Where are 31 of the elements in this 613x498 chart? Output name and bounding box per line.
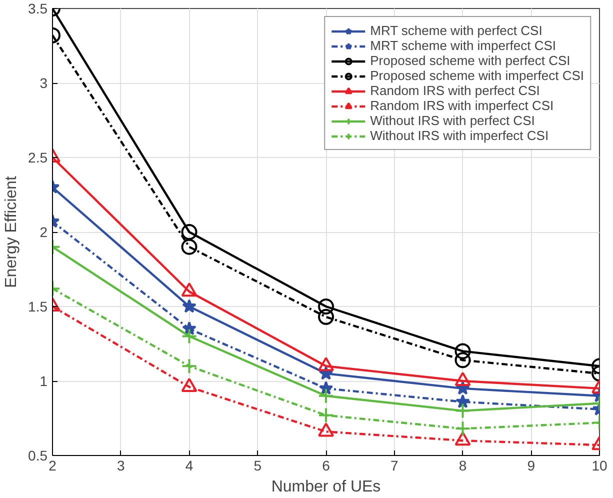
x-axis-title: Number of UEs [271, 478, 381, 496]
y-tick-label: 2.5 [28, 150, 48, 166]
y-tick-label: 1 [40, 373, 48, 389]
y-tick-label: 1.5 [28, 298, 48, 314]
x-tick-label: 8 [458, 458, 467, 474]
legend-label: Without IRS with perfect CSI [370, 113, 535, 128]
x-tick-label: 3 [116, 458, 125, 474]
legend-label: Random IRS with perfect CSI [370, 83, 540, 98]
point [318, 407, 334, 424]
point [318, 422, 334, 437]
legend-label: MRT scheme with imperfect CSI [370, 38, 556, 53]
point [318, 357, 334, 372]
legend-label: Random IRS with imperfect CSI [370, 98, 554, 113]
legend-label: MRT scheme with perfect CSI [370, 23, 542, 38]
point [318, 308, 334, 325]
y-tick-label: 3 [40, 75, 48, 91]
point [318, 388, 334, 404]
point [318, 298, 334, 314]
x-tick-label: 6 [322, 458, 330, 474]
x-tick-label: 10 [592, 458, 608, 474]
x-tick-label: 4 [185, 458, 194, 474]
legend-label: Proposed scheme with perfect CSI [370, 53, 570, 68]
legend-label: Proposed scheme with imperfect CSI [370, 68, 584, 83]
x-tick-label: 9 [527, 458, 536, 474]
y-axis-title: Energy Efficient [3, 176, 20, 288]
x-tick-label: 7 [390, 458, 398, 474]
y-tick-label: 0.5 [28, 448, 48, 464]
legend-label: Without IRS with imperfect CSI [370, 128, 549, 143]
x-tick-label: 5 [254, 458, 262, 474]
y-tick-label: 3.5 [28, 0, 48, 16]
y-tick-label: 2 [40, 224, 48, 240]
